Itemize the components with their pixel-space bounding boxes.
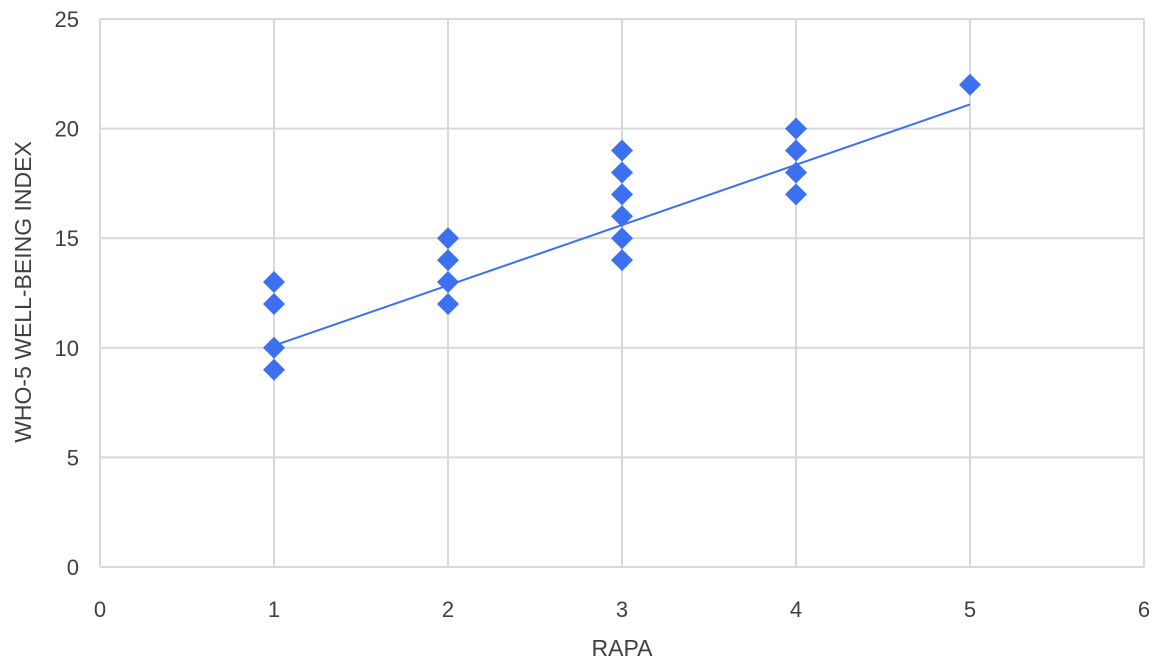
y-tick-label-5: 25 [55, 7, 79, 32]
data-point-12 [611, 227, 633, 250]
x-tick-label-5: 5 [964, 597, 976, 622]
data-point-11 [611, 205, 633, 228]
data-point-0 [263, 271, 285, 294]
x-tick-label-3: 3 [616, 597, 628, 622]
x-tick-label-6: 6 [1138, 597, 1150, 622]
data-point-14 [785, 117, 807, 140]
y-tick-label-0: 0 [67, 555, 79, 580]
data-point-6 [437, 271, 459, 294]
grid [99, 18, 1145, 568]
data-point-18 [959, 73, 981, 96]
x-tick-label-4: 4 [790, 597, 802, 622]
x-tick-label-2: 2 [442, 597, 454, 622]
y-tick-label-3: 15 [55, 226, 79, 251]
data-point-2 [263, 336, 285, 359]
data-point-4 [437, 227, 459, 250]
data-point-15 [785, 139, 807, 162]
x-tick-label-0: 0 [94, 597, 106, 622]
y-tick-label-1: 5 [67, 445, 79, 470]
data-point-5 [437, 249, 459, 272]
data-point-1 [263, 292, 285, 315]
data-point-7 [437, 292, 459, 315]
y-axis-title: WHO-5 WELL-BEING INDEX [10, 141, 36, 443]
data-point-3 [263, 358, 285, 381]
y-tick-label-4: 20 [55, 117, 79, 142]
x-tick-label-1: 1 [268, 597, 280, 622]
data-point-13 [611, 249, 633, 272]
data-point-10 [611, 183, 633, 206]
data-point-17 [785, 183, 807, 206]
x-axis-title: RAPA [592, 635, 654, 661]
data-points [263, 73, 981, 381]
data-point-9 [611, 161, 633, 184]
y-tick-label-2: 10 [55, 336, 79, 361]
data-point-8 [611, 139, 633, 162]
data-point-16 [785, 161, 807, 184]
tick-labels: 0 1 2 3 4 5 6 0 5 10 15 20 25 [55, 7, 1151, 622]
